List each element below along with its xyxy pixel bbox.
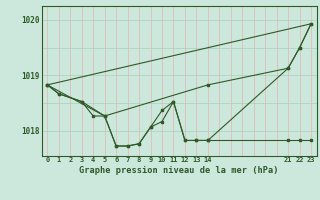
X-axis label: Graphe pression niveau de la mer (hPa): Graphe pression niveau de la mer (hPa) [79,166,279,175]
